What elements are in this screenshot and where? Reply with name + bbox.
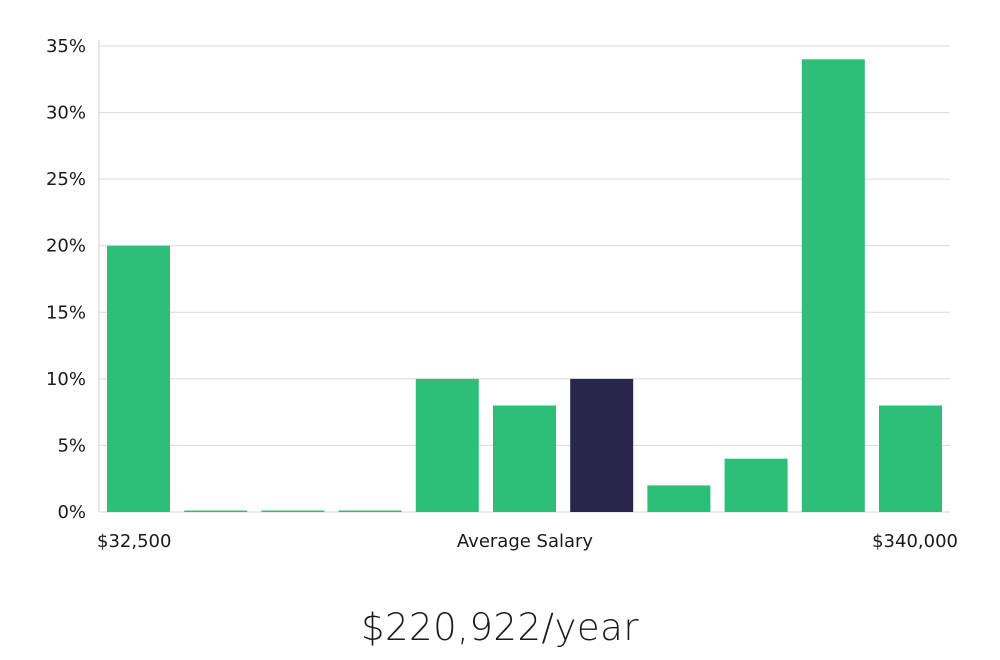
bar [184,510,248,512]
y-tick-label: 25% [46,169,86,190]
bars [107,59,942,513]
bar [107,245,170,512]
bar [415,378,479,512]
y-tick-label: 30% [46,103,86,124]
x-min-label: $32,500 [97,531,171,552]
y-tick-label: 35% [46,36,86,57]
x-max-label: $340,000 [872,531,958,552]
bar-highlight [570,378,634,512]
y-tick-label: 15% [46,302,86,323]
y-tick-label: 0% [57,502,86,523]
y-tick-label: 20% [46,236,86,257]
bar [724,458,788,512]
bar [261,510,325,512]
x-axis-title: Average Salary [457,531,594,552]
bar [647,485,711,512]
bar [801,59,865,513]
salary-histogram: 0% 5% 10% 15% 20% 25% 30% 35% $32,500 Average S… [46,36,958,552]
bar [493,405,556,512]
y-tick-labels: 0% 5% 10% 15% 20% 25% 30% 35% [46,36,86,523]
average-salary-value: $220,922/year [360,606,640,649]
grid-lines [99,45,950,513]
bar [338,510,402,512]
bar [879,405,942,512]
y-tick-label: 5% [57,435,86,456]
y-tick-label: 10% [46,369,86,390]
